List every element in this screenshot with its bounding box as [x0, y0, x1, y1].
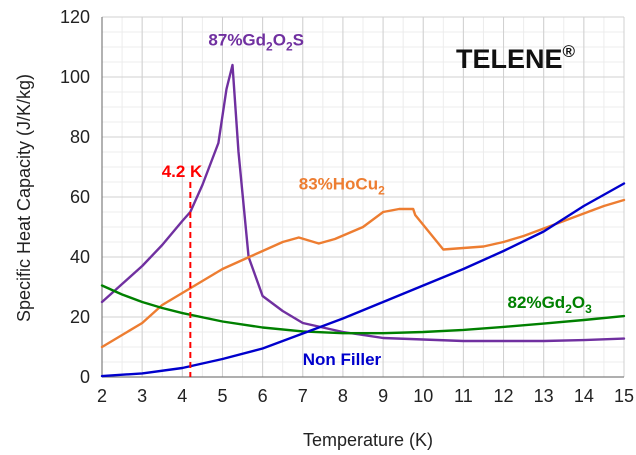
x-tick-label: 4: [177, 386, 187, 406]
series-label-non-filler: Non Filler: [303, 350, 382, 369]
series-line-82-gd2o3: [100, 284, 626, 335]
axes: [101, 17, 624, 378]
y-tick-label: 120: [60, 7, 90, 27]
marker-4-2k: 4.2 K: [162, 162, 203, 377]
label-text: Non Filler: [303, 350, 382, 369]
label-text: 82%Gd: [508, 293, 566, 312]
x-tick-label: 10: [413, 386, 433, 406]
series-label-87-gd2o2s: 87%Gd2O2S: [208, 31, 304, 54]
label-text: O: [273, 31, 286, 50]
x-tick-label: 15: [614, 386, 634, 406]
label-subscript: 2: [266, 40, 273, 54]
y-tick-label: 60: [70, 187, 90, 207]
brand-registered-mark: ®: [563, 42, 576, 61]
y-axis-label: Specific Heat Capacity (J/K/kg): [14, 74, 34, 322]
label-subscript: 2: [286, 40, 293, 54]
series-line-non-filler: [100, 182, 626, 378]
label-subscript: 2: [565, 302, 572, 316]
label-text: 83%HoCu: [299, 175, 378, 194]
marker-label: 4.2 K: [162, 162, 203, 181]
major-gridlines: [101, 16, 625, 378]
x-tick-labels: 2 3 4 5 6 7 8 9 10 11 12 13 14 15: [97, 386, 634, 406]
series-lines: [100, 63, 626, 378]
y-tick-label: 100: [60, 67, 90, 87]
brand-name: TELENE: [456, 44, 563, 74]
series-label-83-hocu2: 83%HoCu2: [299, 175, 385, 198]
x-tick-label: 7: [298, 386, 308, 406]
brand-title: TELENE®: [456, 42, 576, 74]
x-tick-label: 9: [378, 386, 388, 406]
x-tick-label: 3: [137, 386, 147, 406]
label-text: O: [572, 293, 585, 312]
label-subscript: 2: [378, 184, 385, 198]
y-tick-label: 80: [70, 127, 90, 147]
y-tick-labels: 0 20 40 60 80 100 120: [60, 7, 90, 387]
x-tick-label: 5: [217, 386, 227, 406]
x-tick-label: 6: [258, 386, 268, 406]
x-tick-label: 12: [494, 386, 514, 406]
series-line-83-hocu2: [100, 198, 626, 349]
x-tick-label: 14: [574, 386, 594, 406]
y-tick-label: 20: [70, 307, 90, 327]
label-subscript: 3: [585, 302, 592, 316]
series-label-82-gd2o3: 82%Gd2O3: [508, 293, 593, 316]
x-tick-label: 8: [338, 386, 348, 406]
y-tick-label: 40: [70, 247, 90, 267]
x-tick-label: 11: [454, 386, 473, 406]
x-tick-label: 13: [534, 386, 554, 406]
label-text: S: [293, 31, 304, 50]
x-axis-label: Temperature (K): [303, 430, 433, 450]
label-text: 87%Gd: [208, 31, 266, 50]
y-tick-label: 0: [80, 367, 90, 387]
x-tick-label: 2: [97, 386, 107, 406]
